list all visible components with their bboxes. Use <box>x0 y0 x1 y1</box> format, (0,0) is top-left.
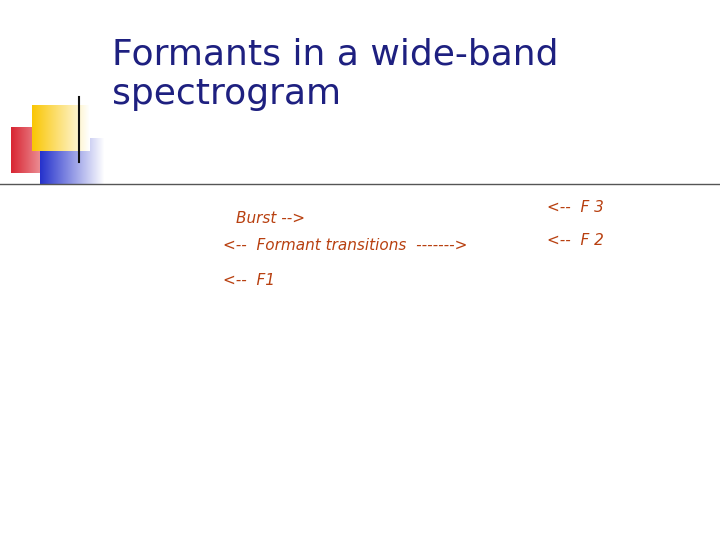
Text: <--  Formant transitions  ------->: <-- Formant transitions -------> <box>223 238 467 253</box>
Text: <--  F 3: <-- F 3 <box>547 200 604 215</box>
Text: Formants in a wide-band
spectrogram: Formants in a wide-band spectrogram <box>112 38 558 111</box>
Text: <--  F 2: <-- F 2 <box>547 233 604 248</box>
Text: Burst -->: Burst --> <box>235 211 305 226</box>
Text: <--  F1: <-- F1 <box>223 273 275 288</box>
